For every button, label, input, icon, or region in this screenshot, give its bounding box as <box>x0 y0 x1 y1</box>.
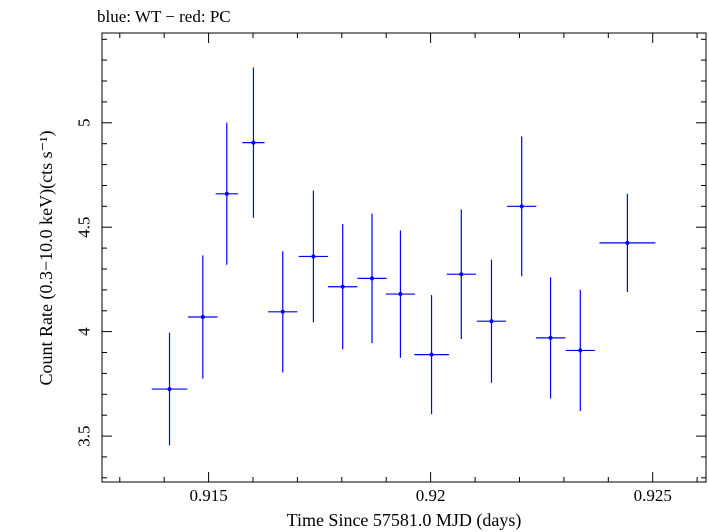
point-marker <box>224 191 229 196</box>
point-marker <box>398 292 403 297</box>
point-marker <box>519 204 524 209</box>
data-point <box>298 190 329 323</box>
y-tick-label: 4 <box>75 327 94 336</box>
data-point <box>507 136 537 277</box>
data-point <box>242 67 265 218</box>
point-marker <box>251 140 256 145</box>
data-series <box>151 67 656 446</box>
point-marker <box>489 319 494 324</box>
chart-title: blue: WT − red: PC <box>97 7 231 26</box>
y-tick-label: 3.5 <box>74 425 93 446</box>
point-marker <box>548 335 553 340</box>
point-marker <box>200 315 205 320</box>
x-tick-label: 0.915 <box>189 486 227 505</box>
data-point <box>535 277 566 399</box>
point-marker <box>625 240 630 245</box>
y-tick-label: 4.5 <box>75 217 94 238</box>
plot-frame <box>101 32 707 483</box>
data-point <box>385 230 416 358</box>
data-point <box>446 209 476 339</box>
data-point <box>357 213 387 344</box>
data-point <box>565 289 595 411</box>
x-axis-label: Time Since 57581.0 MJD (days) <box>287 510 522 531</box>
point-marker <box>459 272 464 277</box>
point-marker <box>578 348 583 353</box>
y-axis: 3.5 4 4.5 5 <box>74 38 706 479</box>
y-tick-label: 5 <box>75 119 94 128</box>
point-marker <box>340 284 345 289</box>
data-point <box>328 224 358 350</box>
point-marker <box>280 309 285 314</box>
point-marker <box>370 276 375 281</box>
point-marker <box>311 254 316 259</box>
data-point <box>268 251 298 373</box>
x-axis: 0.915 0.92 0.925 <box>119 33 698 505</box>
data-point <box>215 122 238 265</box>
x-tick-label: 0.925 <box>634 486 672 505</box>
data-point <box>599 193 656 292</box>
data-point <box>476 259 507 383</box>
data-point <box>151 332 188 446</box>
x-tick-label: 0.92 <box>416 486 446 505</box>
data-point <box>188 255 218 379</box>
point-marker <box>167 387 172 392</box>
point-marker <box>429 352 434 357</box>
y-axis-label: Count Rate (0.3−10.0 keV)(cts s⁻¹) <box>36 130 57 385</box>
data-point <box>414 295 449 415</box>
